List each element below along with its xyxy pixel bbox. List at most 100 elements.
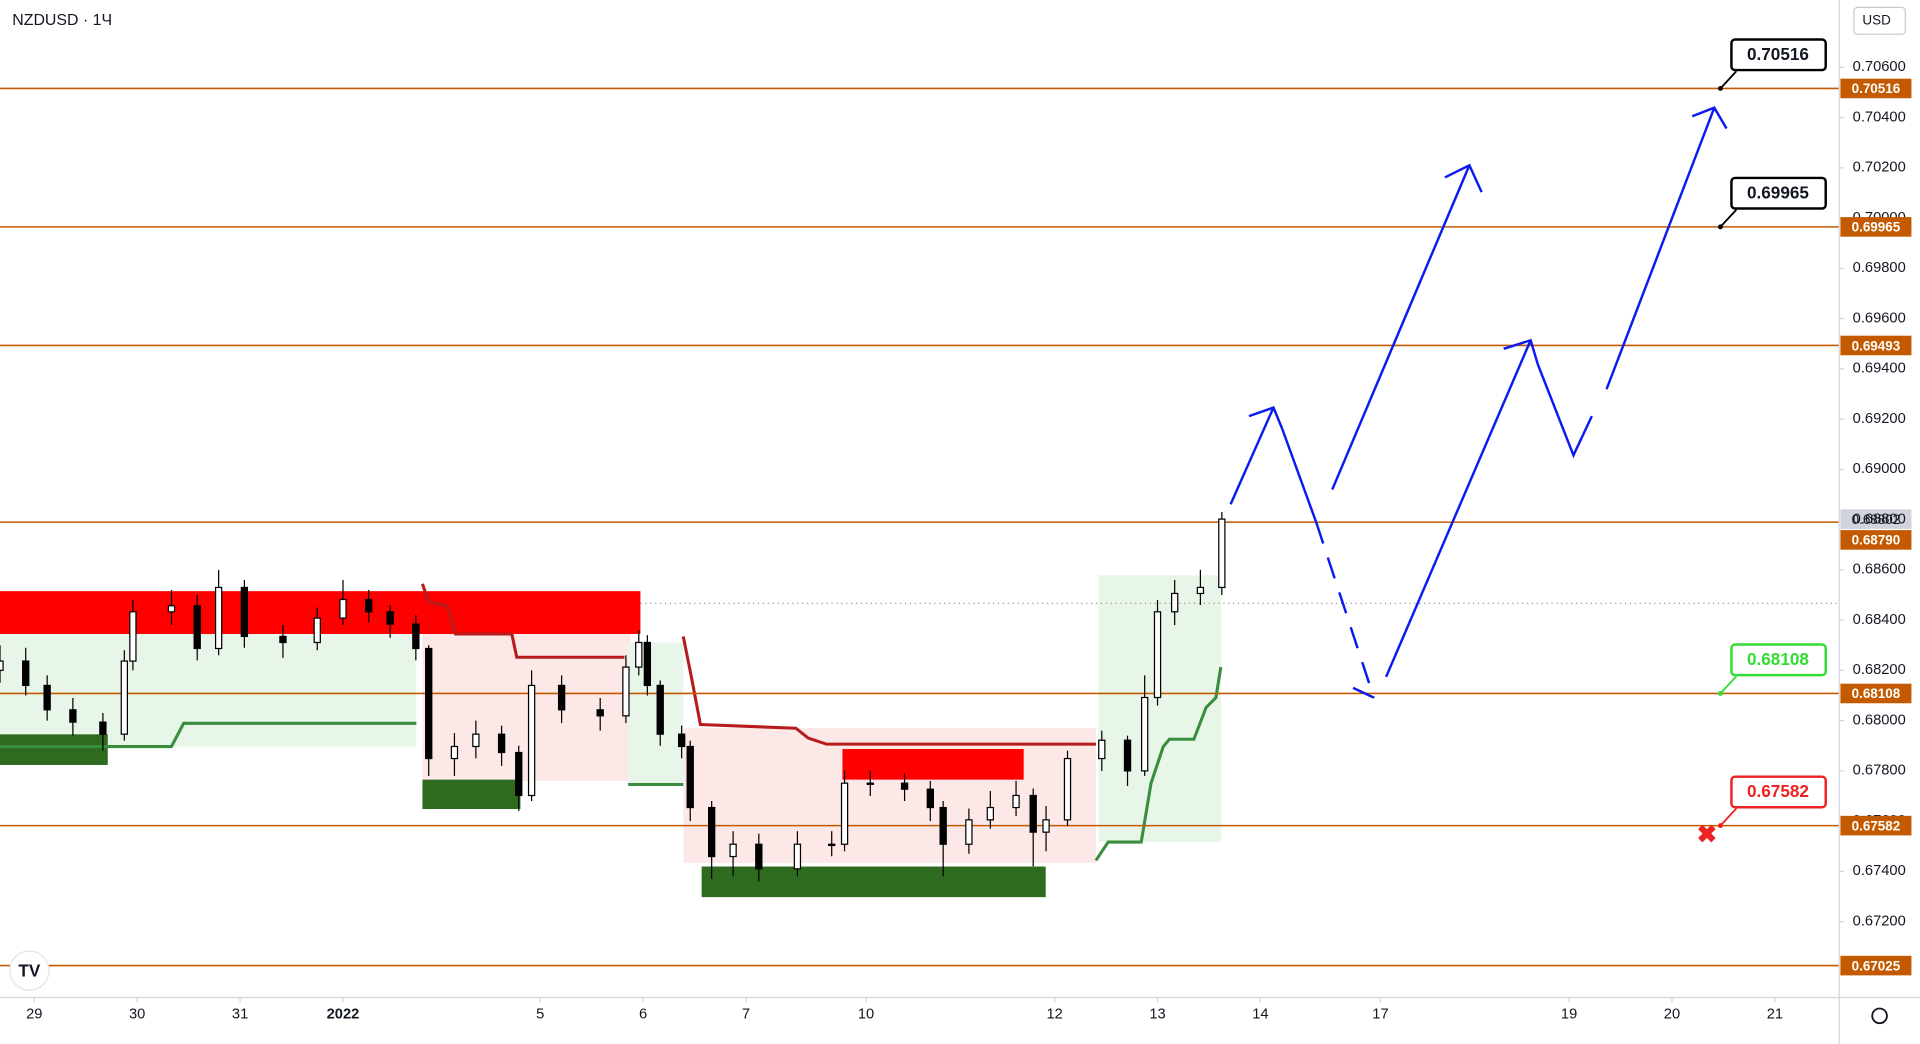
x-tick-label: 13 [1149, 1007, 1165, 1023]
logo-mark: TV [18, 960, 40, 980]
x-tick-label: 31 [232, 1007, 248, 1023]
y-tick-label: 0.69800 [1853, 260, 1906, 276]
callout-pointer [1719, 209, 1737, 228]
level-label-box [1840, 217, 1912, 237]
candle-body [1063, 757, 1072, 821]
candle-body [622, 666, 630, 717]
candle-body [1098, 739, 1106, 760]
callout-anchor [1717, 224, 1723, 230]
candle-body [656, 684, 664, 735]
callout-anchor [1717, 823, 1723, 829]
callout-box [1730, 775, 1827, 809]
trailing-stop [681, 636, 1096, 746]
candle-body [1153, 611, 1162, 699]
y-tick-label: 0.68600 [1853, 562, 1906, 578]
forecast-arrow [1229, 407, 1275, 505]
candle-body [425, 647, 433, 760]
candle-body [1123, 739, 1132, 772]
candle-body [1218, 518, 1226, 589]
level-label-box [1840, 78, 1912, 99]
level-label-box [1840, 683, 1912, 704]
callout-label: 0.68108 [1747, 649, 1809, 669]
x-tick-label: 7 [742, 1007, 750, 1023]
candle-body [635, 641, 643, 668]
candle-body [1171, 592, 1179, 613]
y-tick-label: 0.69200 [1853, 411, 1906, 427]
candle-body [240, 586, 249, 638]
callout-box [1730, 176, 1827, 210]
trailing-stop [1094, 666, 1223, 862]
y-tick-label: 0.68200 [1853, 662, 1906, 678]
y-tick-label: 0.69400 [1853, 361, 1906, 377]
logo[interactable] [9, 950, 50, 991]
candle-body [339, 598, 347, 619]
forecast-arrow [1280, 427, 1318, 524]
callout-label: 0.70516 [1747, 44, 1809, 64]
trailing-stop [420, 583, 625, 659]
support-zone [422, 779, 521, 810]
candle-body [43, 684, 51, 711]
trailing-stop [0, 721, 417, 749]
y-tick-label: 0.70200 [1853, 160, 1906, 176]
candle-body [99, 721, 107, 735]
y-tick-label: 0.68400 [1853, 612, 1906, 628]
candle-body [313, 617, 321, 644]
candle-body [69, 709, 77, 723]
arrow-head [1503, 338, 1540, 366]
candle-body [497, 733, 506, 754]
candle-body [1042, 819, 1050, 833]
candle-body [755, 843, 763, 870]
x-tick-label: 29 [26, 1007, 42, 1023]
candle-body [729, 843, 737, 858]
candle-body [527, 684, 536, 797]
y-tick-label: 0.68800 [1853, 511, 1906, 527]
settings-icon[interactable] [1871, 1007, 1888, 1025]
callout-box [1730, 643, 1827, 677]
forecast-arrow [1384, 339, 1532, 678]
candle-body [596, 709, 604, 717]
level-label-box [1840, 955, 1912, 976]
stop-mark: ✖ [1697, 821, 1718, 848]
candle-body [793, 843, 802, 870]
candle-body [840, 782, 849, 845]
candle-body [707, 806, 716, 858]
level-label-box [1840, 335, 1912, 356]
candle-body [1029, 794, 1037, 833]
x-tick-label: 14 [1252, 1007, 1268, 1023]
x-tick-label: 5 [536, 1007, 544, 1023]
level-label: 0.67025 [1852, 958, 1901, 973]
callout-pointer [1719, 675, 1737, 695]
level-label-box [1840, 530, 1912, 550]
callout-anchor [1717, 85, 1723, 91]
candle-body [965, 819, 973, 845]
y-tick-label: 0.67400 [1853, 863, 1906, 879]
y-tick-label: 0.67200 [1853, 913, 1906, 929]
y-tick-label: 0.67800 [1853, 763, 1906, 779]
candle-body [450, 745, 459, 760]
forecast-arrow [1605, 107, 1716, 390]
support-zone [701, 866, 1046, 898]
y-tick-label: 0.69000 [1853, 461, 1906, 477]
last-price-label: 0.68802 [1852, 512, 1901, 527]
level-label: 0.68108 [1852, 686, 1901, 701]
candle-body [365, 598, 373, 613]
y-tick-label: 0.70600 [1853, 59, 1906, 75]
candle-body [129, 611, 137, 662]
candle-body [472, 733, 480, 748]
candle-body [22, 660, 30, 687]
candle-body [279, 635, 287, 644]
callout-label: 0.69965 [1747, 182, 1809, 202]
candle-body [939, 806, 947, 845]
callout-pointer [1719, 70, 1737, 90]
currency-label[interactable]: USD [1862, 12, 1891, 27]
forecast [1229, 106, 1728, 699]
level-label: 0.69493 [1852, 338, 1901, 353]
candle-body [1140, 696, 1149, 772]
arrow-head [1248, 406, 1284, 429]
x-tick-label: 17 [1372, 1007, 1388, 1023]
forecast-arrow [1352, 686, 1375, 699]
candle-body [0, 660, 4, 671]
callouts: 0.70516 0.69965 0.68108 0.67582 [1717, 38, 1827, 829]
currency-button[interactable] [1853, 6, 1906, 35]
